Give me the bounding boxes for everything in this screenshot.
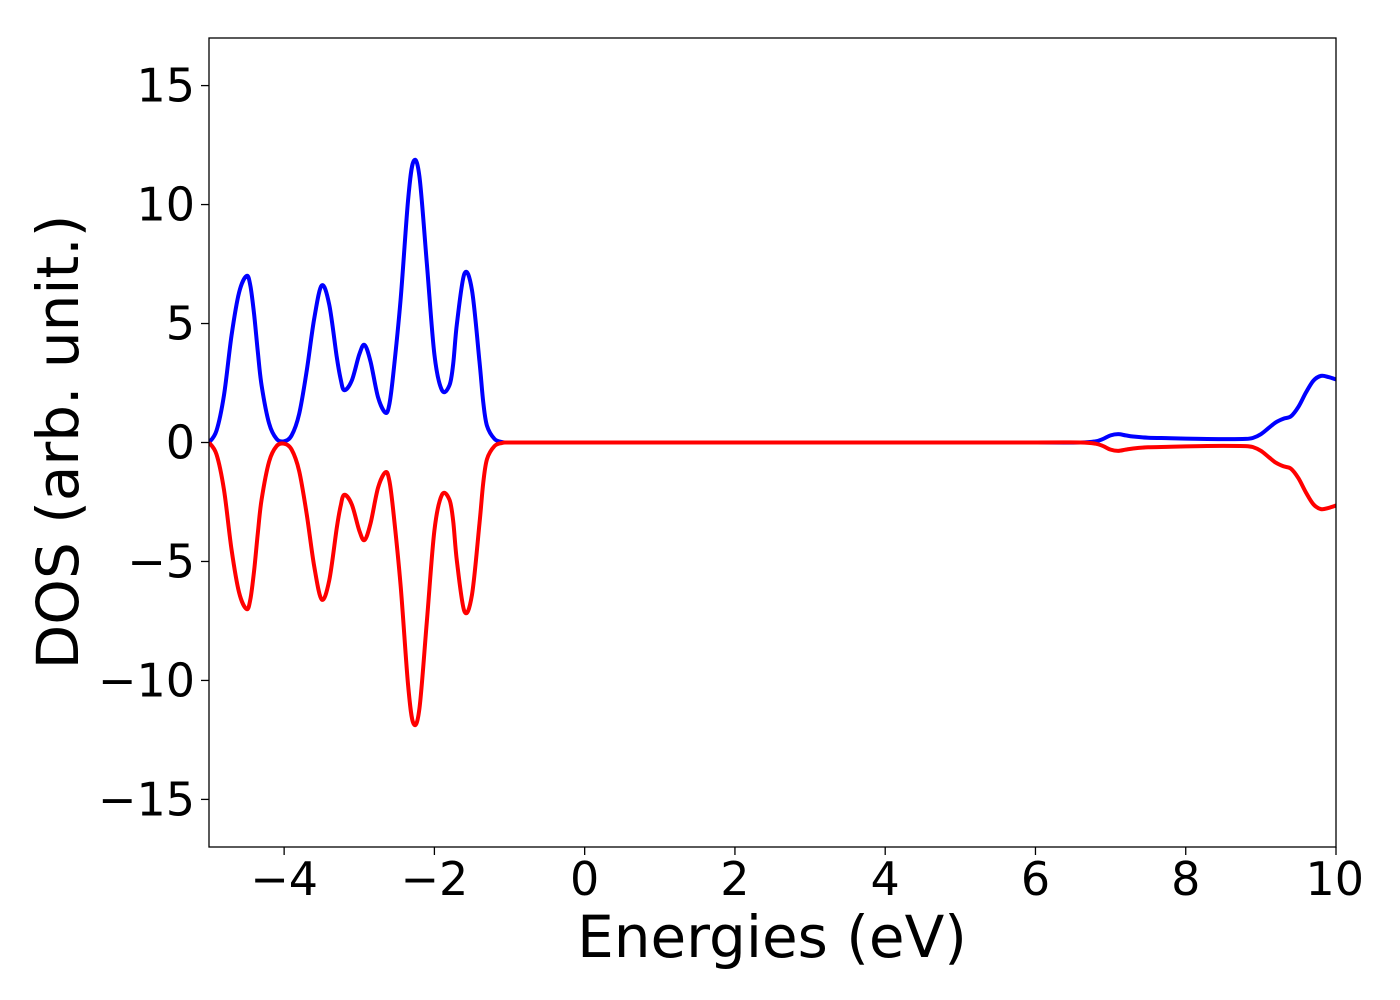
x-tick-label: −4 xyxy=(250,852,318,906)
x-axis-label: Energies (eV) xyxy=(577,903,967,971)
series-line-red xyxy=(209,440,1336,728)
x-axis-ticks: −4 −2 0 2 4 6 8 10 xyxy=(250,847,1364,906)
y-tick-label: 0 xyxy=(166,416,195,470)
x-tick-label: 10 xyxy=(1305,852,1364,906)
series-layer xyxy=(209,157,1336,728)
y-tick-label: −10 xyxy=(98,653,195,707)
x-tick-label: 4 xyxy=(871,852,900,906)
x-tick-label: 8 xyxy=(1171,852,1200,906)
x-tick-label: −2 xyxy=(400,852,468,906)
x-tick-label: 0 xyxy=(570,852,599,906)
y-axis-label: DOS (arb. unit.) xyxy=(24,215,92,670)
y-tick-label: −15 xyxy=(98,772,195,826)
y-tick-label: 10 xyxy=(136,178,195,232)
y-tick-label: 5 xyxy=(166,297,195,351)
y-tick-label: 15 xyxy=(136,59,195,113)
x-tick-label: 6 xyxy=(1021,852,1050,906)
y-tick-label: −5 xyxy=(127,534,195,588)
y-axis-ticks: −15 −10 −5 0 5 10 15 xyxy=(98,59,209,826)
x-tick-label: 2 xyxy=(720,852,749,906)
series-line-blue xyxy=(209,157,1336,445)
